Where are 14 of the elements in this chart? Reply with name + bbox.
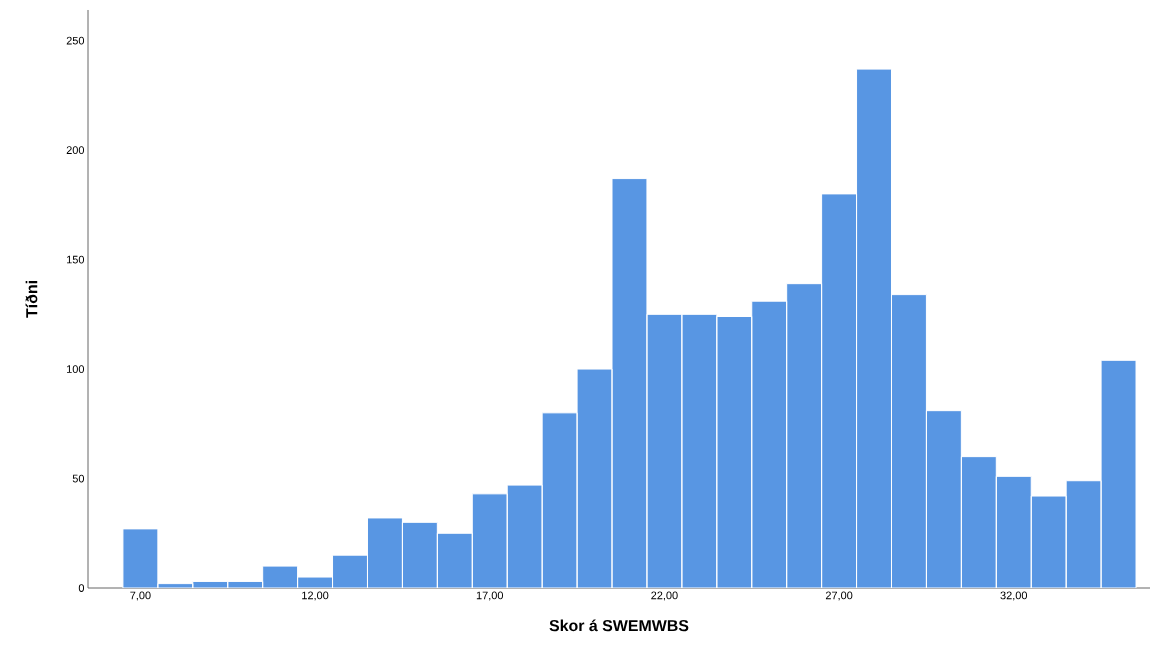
x-axis-title: Skor á SWEMWBS — [549, 619, 689, 632]
x-tick-label: 32,00 — [1000, 591, 1028, 601]
y-axis-title: Tíðni — [25, 281, 38, 318]
y-tick-label: 200 — [66, 146, 85, 154]
y-tick-label: 50 — [72, 474, 85, 483]
x-tick-label: 12,00 — [302, 591, 329, 601]
y-tick-label: 250 — [66, 36, 85, 45]
x-tick-label: 27,00 — [825, 591, 853, 601]
x-tick-label: 22,00 — [651, 591, 678, 601]
x-tick-label: 17,00 — [476, 591, 504, 601]
x-tick-label: 7,00 — [130, 591, 151, 601]
y-tick-label: 150 — [67, 255, 85, 264]
y-tick-label: 100 — [67, 365, 85, 373]
y-tick-label: 0 — [78, 584, 85, 592]
